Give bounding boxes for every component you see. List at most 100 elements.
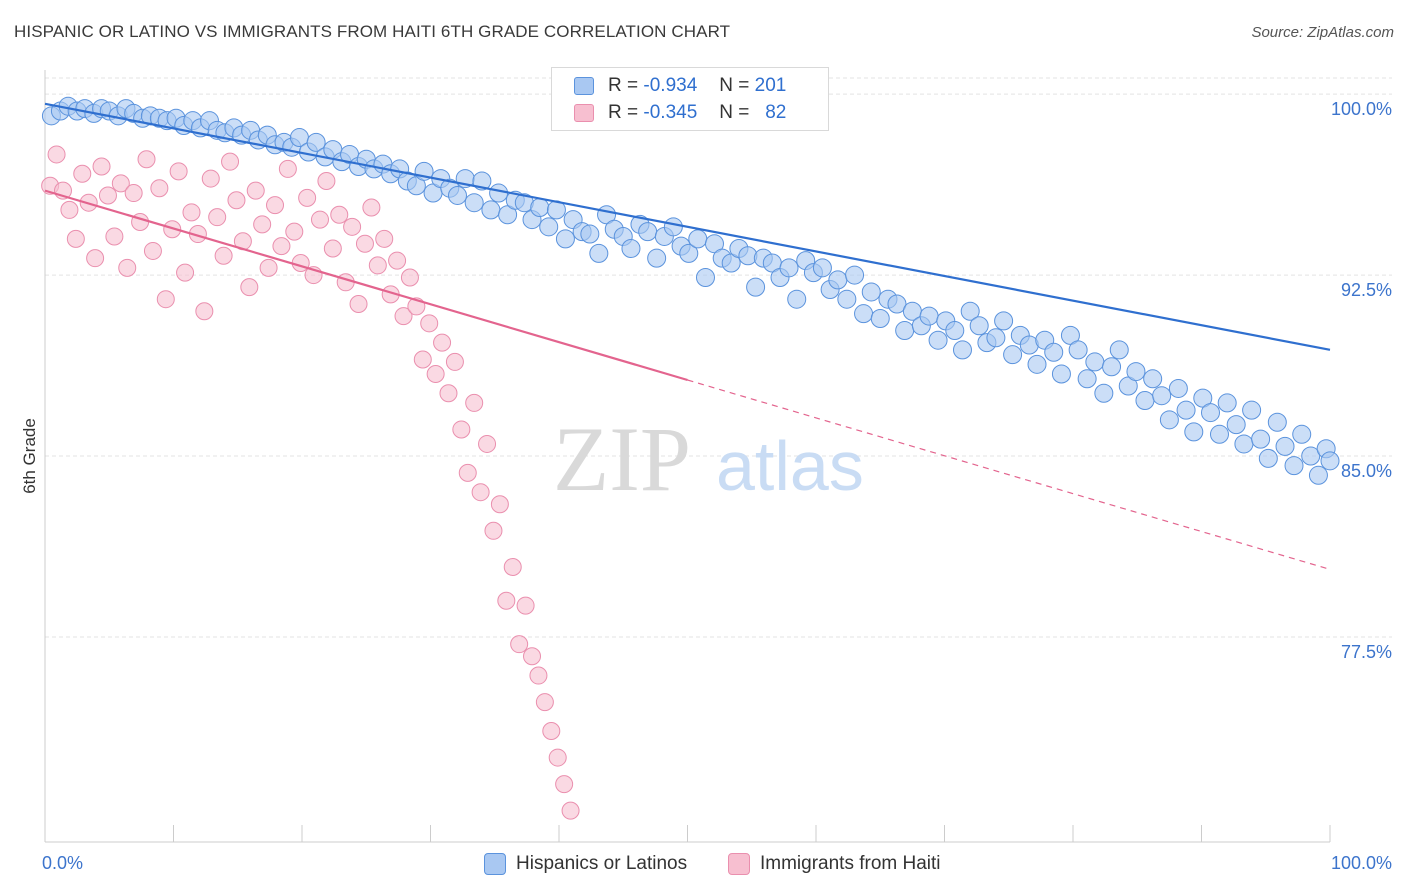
hispanic-point [837,289,857,309]
source-label: Source: ZipAtlas.com [1251,24,1394,41]
hispanic-point [1251,429,1271,449]
hispanic-point [787,289,807,309]
haiti-point [98,186,117,205]
hispanic-point [969,316,989,336]
hispanic-point [870,308,890,328]
hispanic-point [1184,422,1204,442]
haiti-point [510,635,529,654]
haiti-point [362,198,381,217]
haiti-point [465,393,484,412]
legend-r-value: -0.345 [643,102,698,123]
haiti-point [253,215,272,234]
hispanic-point [1320,451,1340,471]
haiti-point [266,196,285,215]
hispanic-trend-line [44,102,1331,351]
hispanic-point [1109,340,1129,360]
hispanic-point [464,193,484,213]
haiti-point [458,463,477,482]
watermark-zip: ZIP [553,408,691,510]
haiti-point [368,256,387,275]
haiti-point [542,722,561,741]
haiti-point [478,434,497,453]
haiti-point [452,420,471,439]
hispanic-point [1168,378,1188,398]
grid-lines [45,77,1392,638]
hispanic-point [555,229,575,249]
haiti-point [388,251,407,270]
haiti-point [298,188,317,207]
haiti-point [349,295,368,314]
hispanic-point [1159,410,1179,430]
hispanic-point [1267,412,1287,432]
y-tick-label: 85.0% [1341,461,1392,481]
haiti-point [240,278,259,297]
legend-r-label: R = [608,75,639,96]
haiti-point [272,237,291,256]
hispanic-point [854,304,874,324]
haiti-point [310,210,329,229]
hispanic-point [1258,448,1278,468]
hispanic-point [952,340,972,360]
haiti-point [445,352,464,371]
hispanic-point [1176,400,1196,420]
hispanic-point [679,243,699,263]
hispanic-point [539,217,559,237]
haiti-point [246,181,265,200]
legend-row-hispanic: R = -0.934 N = 201 [574,74,786,98]
haiti-point [439,384,458,403]
hispanic-point [1094,383,1114,403]
haiti-point [336,273,355,292]
hispanic-point [1217,393,1237,413]
legend-row-haiti: R = -0.345 N = 82 [574,101,786,125]
watermark-atlas: atlas [716,427,864,505]
hispanic-point [1068,340,1088,360]
hispanic-point [986,328,1006,348]
hispanic-point [1027,354,1047,374]
legend-box: R = -0.934 N = 201 R = -0.345 N = 82 [551,67,829,131]
hispanic-point [746,277,766,297]
y-tick-label: 92.5% [1341,280,1392,300]
bottom-legend-haiti: Immigrants from Haiti [728,851,941,877]
hispanic-point [306,132,326,152]
haiti-point [92,157,111,176]
hispanic-point [481,200,501,220]
legend-r-label: R = [608,102,639,123]
legend-swatch-pink [574,104,594,122]
x-tick-label-min: 0.0% [42,853,83,873]
hispanic-point [663,217,683,237]
haiti-point [375,229,394,248]
haiti-point [343,217,362,236]
hispanic-point [1003,345,1023,365]
hispanic-point [1135,391,1155,411]
haiti-point [535,693,554,712]
hispanic-point [1051,364,1071,384]
haiti-point [86,249,105,268]
bottom-legend-hispanic: Hispanics or Latinos [484,851,687,877]
hispanic-point [1275,436,1295,456]
hispanic-point [1301,446,1321,466]
watermark: ZIP atlas [553,408,864,510]
hispanic-point [919,306,939,326]
haiti-point [413,350,432,369]
hispanic-point [887,294,907,314]
hispanic-point [1209,424,1229,444]
hispanic-point [928,330,948,350]
haiti-point [497,591,516,610]
y-axis-title: 6th Grade [20,418,39,494]
hispanic-point [845,265,865,285]
haiti-point [529,666,548,685]
haiti-point [420,314,439,333]
axis-labels: 77.5% 85.0% 92.5% 100.0% 0.0% 100.0% 6th Grade [20,99,1392,873]
hispanic-point [688,229,708,249]
hispanic-point [1308,465,1328,485]
haiti-point [137,150,156,169]
hispanic-point [1234,434,1254,454]
haiti-point [516,596,535,615]
bottom-legend-label: Immigrants from Haiti [760,853,941,874]
haiti-point [323,239,342,258]
hispanic-point [895,321,915,341]
hispanic-point [647,248,667,268]
haiti-point [105,227,124,246]
hispanic-point [945,321,965,341]
haiti-point [208,208,227,227]
